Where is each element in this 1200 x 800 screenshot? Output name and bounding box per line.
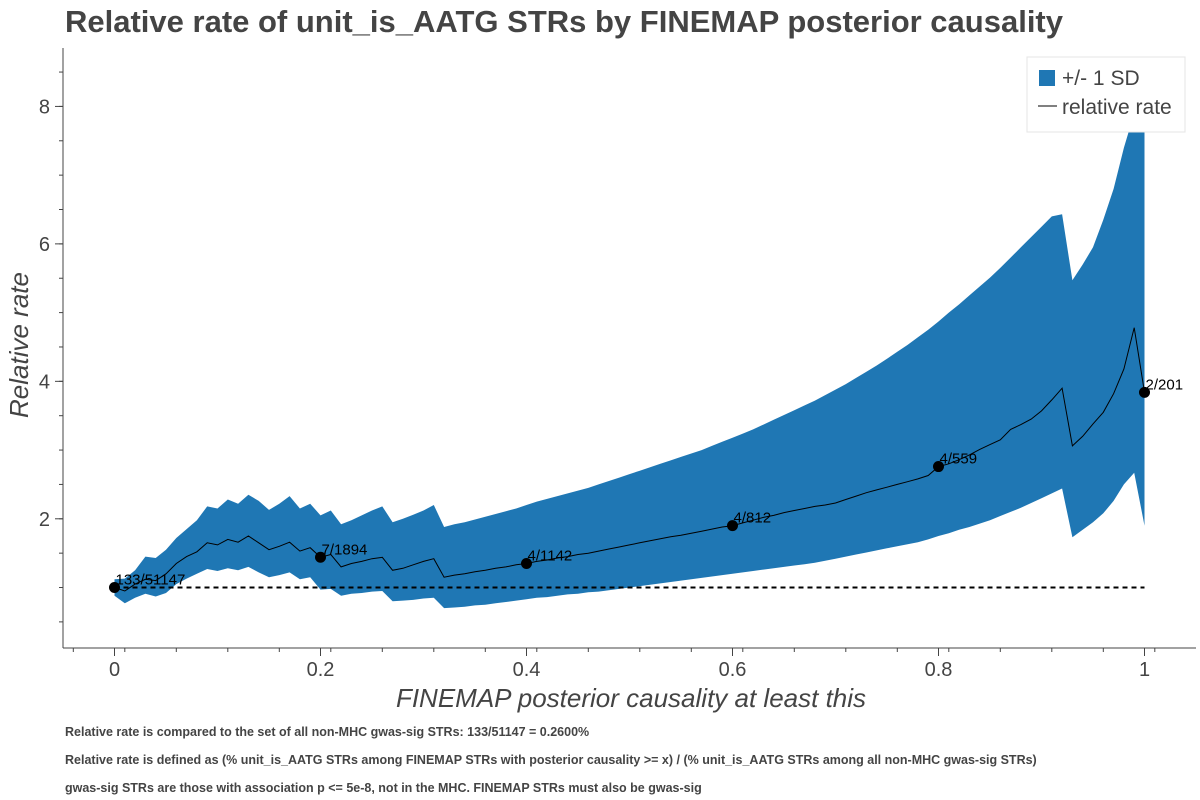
annotated-point-3 — [727, 520, 738, 532]
relative-rate-line — [114, 327, 1145, 592]
x-tick-label-3: 0.6 — [719, 659, 747, 681]
legend: +/- 1 SD relative rate — [1026, 56, 1186, 133]
y-tick-label-2: 6 — [39, 234, 50, 256]
footnote-1: Relative rate is compared to the set of … — [65, 725, 590, 739]
point-label-0: 133/51147 — [116, 572, 186, 589]
x-tick-label-1: 0.2 — [307, 659, 335, 681]
x-tick-label-0: 0 — [109, 659, 120, 681]
point-label-1: 7/1894 — [322, 541, 368, 558]
footnote-3: gwas-sig STRs are those with association… — [65, 781, 702, 795]
footnote-2: Relative rate is defined as (% unit_is_A… — [65, 753, 1037, 767]
annotated-point-2 — [521, 557, 532, 569]
annotated-point-4 — [933, 461, 944, 473]
y-tick-label-0: 2 — [39, 509, 50, 531]
x-tick-label-2: 0.4 — [513, 659, 541, 681]
chart-title: Relative rate of unit_is_AATG STRs by FI… — [65, 4, 1063, 39]
legend-box — [1026, 56, 1186, 133]
annotated-point-5 — [1139, 386, 1150, 398]
y-tick-label-3: 8 — [39, 96, 50, 118]
y-axis-label: Relative rate — [4, 272, 34, 418]
x-tick-label-5: 1 — [1139, 659, 1150, 681]
point-label-4: 4/559 — [940, 451, 978, 468]
legend-swatch-band — [1039, 70, 1055, 86]
legend-label-line: relative rate — [1062, 96, 1172, 119]
y-tick-label-1: 4 — [39, 371, 50, 393]
point-label-3: 4/812 — [734, 510, 772, 527]
point-label-2: 4/1142 — [528, 547, 573, 564]
x-tick-label-4: 0.8 — [925, 659, 953, 681]
legend-label-band: +/- 1 SD — [1062, 67, 1140, 90]
x-axis-label: FINEMAP posterior causality at least thi… — [396, 683, 866, 713]
annotated-point-1 — [315, 551, 326, 563]
sd-band-area — [114, 92, 1145, 609]
point-label-5: 2/201 — [1146, 376, 1184, 393]
annotated-point-0 — [109, 582, 120, 594]
